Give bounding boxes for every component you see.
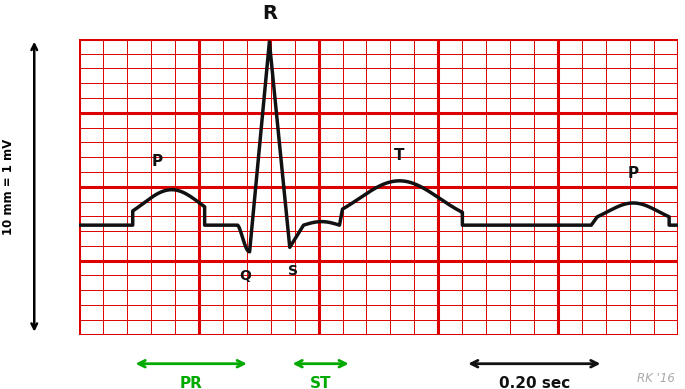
Text: ST: ST <box>310 376 332 389</box>
Text: P: P <box>151 154 162 169</box>
Text: 10 mm = 1 mV: 10 mm = 1 mV <box>2 138 14 235</box>
Text: T: T <box>394 148 405 163</box>
Text: RK '16: RK '16 <box>637 372 675 385</box>
Text: P: P <box>627 166 638 181</box>
Text: S: S <box>288 264 299 278</box>
Text: Q: Q <box>240 270 251 284</box>
Text: R: R <box>262 4 277 23</box>
Text: PR: PR <box>179 376 203 389</box>
Text: 0.20 sec: 0.20 sec <box>499 376 570 389</box>
